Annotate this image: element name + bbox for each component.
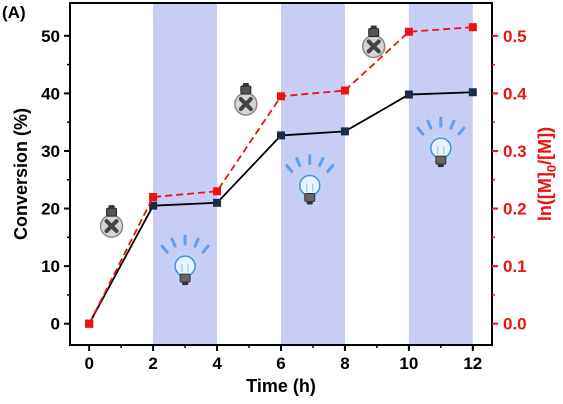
ln-ratio-point bbox=[213, 187, 222, 196]
y-left-tick-label: 10 bbox=[41, 257, 60, 276]
y-left-tick-label: 50 bbox=[41, 27, 60, 46]
panel-label: (A) bbox=[2, 3, 26, 22]
light-ray bbox=[457, 126, 466, 136]
bulb-off-icon bbox=[361, 25, 386, 59]
bulb-filament bbox=[437, 146, 445, 155]
x-tick-label: 8 bbox=[340, 354, 349, 373]
x-tick-label: 2 bbox=[148, 354, 157, 373]
conversion-point bbox=[277, 131, 285, 140]
conversion-point bbox=[340, 127, 349, 136]
y-right-tick-label: 0.2 bbox=[503, 200, 527, 219]
y-right-tick-label: 0.0 bbox=[503, 315, 527, 334]
conversion-point bbox=[149, 201, 158, 210]
bulb-glass bbox=[174, 255, 196, 277]
light-ray bbox=[426, 119, 433, 130]
x-tick-label: 10 bbox=[399, 354, 418, 373]
light-ray bbox=[160, 244, 169, 254]
conversion-point bbox=[404, 90, 413, 99]
bulb-base bbox=[179, 273, 191, 283]
ln-ratio-point bbox=[404, 27, 413, 36]
bulb-base bbox=[304, 193, 316, 203]
off-cross bbox=[366, 39, 381, 54]
bulb-icons bbox=[99, 25, 466, 286]
bulb-tip bbox=[437, 164, 444, 168]
bulb-tip bbox=[370, 25, 377, 29]
data-series bbox=[85, 23, 477, 328]
off-cross bbox=[238, 97, 253, 112]
ln-ratio-point bbox=[277, 92, 285, 101]
y-axis-right-label: ln([M]0/[M]) bbox=[535, 127, 559, 221]
y-right-tick-label: 0.3 bbox=[503, 142, 527, 161]
y-right-tick-label: 0.1 bbox=[503, 257, 527, 276]
bulb-on-icon bbox=[160, 234, 210, 286]
y-axis-right-label-base: ln([M] bbox=[535, 172, 555, 221]
y-right-tick-label: 0.5 bbox=[503, 27, 527, 46]
light-ray bbox=[285, 164, 294, 174]
bulb-filament bbox=[181, 264, 189, 273]
bulb-tip bbox=[182, 282, 189, 286]
x-axis-label: Time (h) bbox=[246, 376, 316, 396]
bulb-base bbox=[106, 207, 118, 217]
light-ray bbox=[295, 157, 302, 168]
bulb-tip bbox=[108, 205, 115, 209]
conversion-point bbox=[213, 198, 222, 207]
bulb-glass bbox=[299, 174, 321, 197]
bulb-tip bbox=[306, 201, 313, 205]
bulb-glass bbox=[430, 137, 452, 159]
bulb-off-icon bbox=[99, 205, 124, 238]
off-cross bbox=[104, 219, 119, 234]
light-ray bbox=[326, 164, 335, 174]
bulb-on-icon bbox=[285, 154, 335, 205]
ln-ratio-point bbox=[340, 86, 349, 95]
y-left-tick-label: 20 bbox=[41, 200, 60, 219]
y-axis-right-label-sub: 0 bbox=[544, 165, 559, 172]
bulb-base bbox=[435, 155, 447, 165]
shaded-band-3 bbox=[408, 3, 473, 345]
x-tick-label: 0 bbox=[84, 354, 93, 373]
bulb-off-icon bbox=[234, 83, 258, 116]
y-left-tick-label: 0 bbox=[51, 315, 60, 334]
light-ray bbox=[416, 126, 425, 136]
x-tick-label: 4 bbox=[212, 354, 222, 373]
y-right-tick-label: 0.4 bbox=[503, 84, 527, 103]
bulb-base bbox=[240, 85, 252, 95]
bulb-filament bbox=[306, 183, 314, 192]
ln-ratio-point bbox=[468, 23, 477, 32]
ln-ratio-point bbox=[149, 193, 158, 202]
y-axis-left-label: Conversion (%) bbox=[11, 108, 31, 240]
y-axis-right-label-rest: /[M]) bbox=[535, 127, 555, 165]
ln-ratio-point bbox=[85, 319, 94, 328]
light-ray bbox=[318, 157, 325, 168]
bulb-on-icon bbox=[416, 116, 466, 168]
bulb-tip bbox=[242, 83, 249, 87]
x-tick-label: 12 bbox=[463, 354, 482, 373]
light-ray bbox=[201, 244, 210, 254]
light-ray bbox=[193, 237, 200, 248]
y-left-tick-label: 40 bbox=[41, 84, 60, 103]
bulb-base bbox=[368, 27, 380, 37]
x-tick-label: 6 bbox=[276, 354, 285, 373]
y-left-tick-label: 30 bbox=[41, 142, 60, 161]
axis-ticks: 0 2 4 6 8 10 12 0 10 20 30 40 50 0.0 0.1 0.2 0.3 0.4 0.5 bbox=[41, 27, 527, 373]
light-ray bbox=[449, 119, 456, 130]
light-ray bbox=[170, 237, 177, 248]
conversion-point bbox=[468, 88, 477, 97]
shaded-band-1 bbox=[153, 3, 218, 345]
